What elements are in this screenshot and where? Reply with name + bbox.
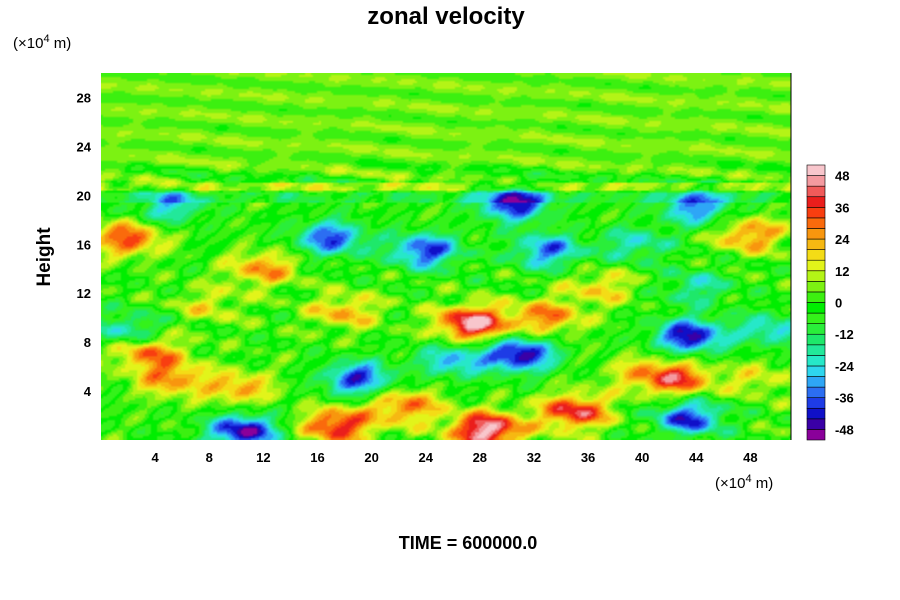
colorbar-swatch	[806, 386, 826, 398]
colorbar-swatch	[806, 418, 826, 430]
colorbar-swatch	[806, 281, 826, 293]
colorbar-swatch	[806, 365, 826, 377]
y-axis-label: Height	[34, 227, 55, 287]
x-tick-label: 32	[527, 450, 541, 465]
colorbar-swatch	[806, 249, 826, 261]
x-tick-label: 40	[635, 450, 649, 465]
colorbar-tick-label: 0	[835, 296, 842, 311]
colorbar-swatch	[806, 185, 826, 198]
colorbar-tick-label: -48	[835, 422, 854, 437]
colorbar-tick-label: -36	[835, 391, 854, 406]
colorbar-tick-label: 12	[835, 264, 849, 279]
y-tick-label: 4	[84, 384, 92, 399]
colorbar-tick-label: 24	[835, 232, 850, 247]
y-tick-label: 28	[77, 90, 91, 105]
x-tick-label: 44	[689, 450, 704, 465]
y-tick-label: 8	[84, 335, 91, 350]
x-tick-label: 4	[152, 450, 160, 465]
y-axis-ticks: 4 8 12 16 20 24 28	[77, 90, 92, 399]
x-tick-label: 8	[206, 450, 213, 465]
x-tick-label: 48	[743, 450, 757, 465]
colorbar-swatch	[806, 228, 826, 240]
colorbar-swatch	[806, 312, 826, 324]
colorbar-swatch	[806, 175, 826, 187]
colorbar-swatch	[806, 376, 826, 388]
colorbar	[806, 164, 826, 441]
colorbar-swatch	[806, 207, 826, 219]
colorbar-swatch	[806, 355, 826, 367]
colorbar-tick-label: 36	[835, 200, 849, 215]
colorbar-swatch	[806, 164, 826, 176]
velocity-heatmap	[101, 73, 791, 440]
y-axis-unit: (×104 m)	[13, 33, 71, 52]
x-tick-label: 28	[473, 450, 487, 465]
plot-area	[101, 73, 792, 440]
colorbar-swatch	[806, 397, 826, 409]
x-tick-label: 24	[418, 450, 433, 465]
y-tick-label: 20	[77, 188, 91, 203]
colorbar-swatch	[806, 302, 826, 314]
x-tick-label: 12	[256, 450, 270, 465]
x-tick-label: 16	[310, 450, 324, 465]
colorbar-swatch	[806, 196, 826, 208]
colorbar-swatch	[806, 291, 826, 303]
colorbar-ticks: 48 36 24 12 0 -12 -24 -36 -48	[835, 169, 855, 438]
time-label: TIME = 600000.0	[399, 533, 538, 553]
y-tick-label: 12	[77, 286, 91, 301]
colorbar-swatch	[806, 333, 826, 346]
colorbar-swatch	[806, 217, 826, 229]
colorbar-swatch	[806, 259, 826, 272]
x-axis-ticks: 4 8 12 16 20 24 28 32 36 40 44 48	[152, 450, 758, 465]
colorbar-swatch	[806, 323, 826, 335]
colorbar-tick-label: -24	[835, 359, 855, 374]
y-tick-label: 24	[77, 139, 92, 154]
colorbar-swatch	[806, 407, 826, 420]
colorbar-swatch	[806, 270, 826, 282]
x-tick-label: 20	[364, 450, 378, 465]
x-tick-label: 36	[581, 450, 595, 465]
colorbar-swatch	[806, 238, 826, 250]
colorbar-tick-label: -12	[835, 327, 854, 342]
x-axis-unit: (×104 m)	[715, 473, 773, 492]
y-tick-label: 16	[77, 237, 91, 252]
chart-title: zonal velocity	[367, 3, 525, 30]
colorbar-swatch	[806, 344, 826, 356]
colorbar-swatch	[806, 429, 826, 441]
colorbar-tick-label: 48	[835, 169, 849, 184]
